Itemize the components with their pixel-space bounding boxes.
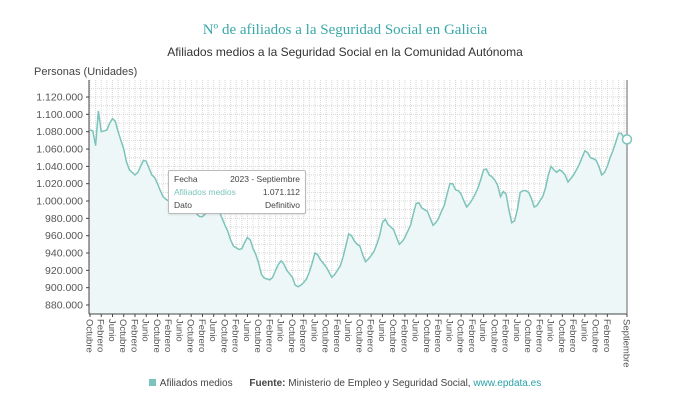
x-tick-label: Junio	[140, 319, 151, 342]
y-tick-label: 880.000	[45, 300, 83, 312]
x-tick-label: Octubre	[556, 319, 567, 353]
x-tick-label: Octubre	[421, 319, 432, 353]
x-tick-label: Octubre	[252, 319, 263, 353]
y-tick-label: 1.040.000	[36, 161, 83, 173]
source-label: Fuente:	[249, 378, 286, 389]
x-tick-label: Febrero	[263, 319, 274, 352]
x-tick-label: Octubre	[185, 319, 196, 353]
source-link[interactable]: www.epdata.es	[473, 378, 542, 389]
tooltip-fecha-value: 2023 - Septiembre	[230, 174, 300, 184]
y-axis-label: Personas (Unidades)	[34, 66, 138, 78]
x-tick-label: Octubre	[455, 319, 466, 353]
x-tick-label: Junio	[207, 319, 218, 342]
y-tick-label: 1.100.000	[36, 109, 83, 121]
x-tick-label: Junio	[410, 319, 421, 342]
y-tick-label: 980.000	[45, 213, 83, 225]
x-tick-label: Junio	[376, 319, 387, 342]
x-tick-label: Octubre	[218, 319, 229, 353]
x-tick-label: Octubre	[488, 319, 499, 353]
x-tick-label: Febrero	[432, 319, 443, 352]
x-tick-label: Octubre	[522, 319, 533, 353]
chart-title: Nº de afiliados a la Seguridad Social en…	[202, 22, 488, 38]
y-axis-ticks: 1.120.000 1.100.000 1.080.000 1.060.000 1.04…	[36, 92, 89, 312]
x-tick-label: Junio	[173, 319, 184, 342]
x-tick-label: Febrero	[95, 319, 106, 352]
x-tick-label: Febrero	[500, 319, 511, 352]
x-axis-ticks: Octubre Febrero Junio Octubre Febrero Junio Oc…	[84, 314, 632, 368]
x-tick-label: Junio	[578, 319, 589, 342]
tooltip-dato-label: Dato	[174, 200, 192, 210]
tooltip-series-label: Afiliados medios	[174, 187, 236, 197]
x-tick-label: Septiembre	[621, 319, 632, 368]
x-tick-label: Febrero	[297, 319, 308, 352]
tooltip-series-value: 1.071.112	[262, 187, 300, 197]
y-tick-label: 920.000	[45, 265, 83, 277]
y-tick-label: 900.000	[45, 282, 83, 294]
x-tick-label: Febrero	[196, 319, 207, 352]
tooltip-fecha-label: Fecha	[174, 174, 198, 184]
legend-swatch	[148, 379, 156, 386]
y-tick-label: 1.020.000	[36, 178, 83, 190]
x-tick-label: Octubre	[286, 319, 297, 353]
hover-point-marker[interactable]	[621, 134, 633, 145]
x-tick-label: Febrero	[533, 319, 544, 352]
x-tick-label: Octubre	[320, 319, 331, 353]
x-tick-label: Febrero	[331, 319, 342, 352]
y-tick-label: 1.060.000	[36, 144, 83, 156]
x-tick-label: Octubre	[387, 319, 398, 353]
x-tick-label: Febrero	[128, 319, 139, 352]
tooltip-dato-value: Definitivo	[265, 200, 300, 210]
legend-series-label[interactable]: Afiliados medios	[159, 378, 233, 389]
y-tick-label: 940.000	[45, 248, 83, 260]
x-tick-label: Octubre	[353, 319, 364, 353]
y-tick-label: 1.000.000	[36, 196, 83, 208]
x-tick-label: Junio	[545, 319, 556, 342]
chart-subtitle: Afiliados medios a la Seguridad Social e…	[167, 45, 523, 59]
x-tick-label: Junio	[477, 319, 488, 342]
tooltip: Fecha 2023 - Septiembre Afiliados medios 1…	[168, 170, 306, 214]
x-tick-label: Octubre	[151, 319, 162, 353]
x-tick-label: Octubre	[84, 319, 95, 353]
x-tick-label: Febrero	[567, 319, 578, 352]
x-tick-label: Febrero	[162, 319, 173, 352]
x-tick-label: Octubre	[590, 319, 601, 353]
x-tick-label: Febrero	[466, 319, 477, 352]
x-tick-label: Junio	[342, 319, 353, 342]
x-tick-label: Junio	[443, 319, 454, 342]
x-tick-label: Febrero	[398, 319, 409, 352]
source-text: Ministerio de Empleo y Seguridad Social,	[288, 378, 471, 389]
x-tick-label: Junio	[275, 319, 286, 342]
x-tick-label: Junio	[308, 319, 319, 342]
x-tick-label: Febrero	[601, 319, 612, 352]
y-tick-label: 960.000	[45, 230, 83, 242]
x-tick-label: Febrero	[230, 319, 241, 352]
x-tick-label: Junio	[511, 319, 522, 342]
series-area-fill	[90, 110, 627, 315]
axes	[88, 80, 628, 315]
legend: Afiliados medios Fuente: Ministerio de E…	[0, 378, 690, 389]
y-tick-label: 1.080.000	[36, 126, 83, 138]
y-tick-label: 1.120.000	[36, 92, 83, 104]
x-tick-label: Junio	[106, 319, 117, 342]
x-tick-label: Octubre	[117, 319, 128, 353]
x-tick-label: Junio	[241, 319, 252, 342]
x-tick-label: Febrero	[365, 319, 376, 352]
